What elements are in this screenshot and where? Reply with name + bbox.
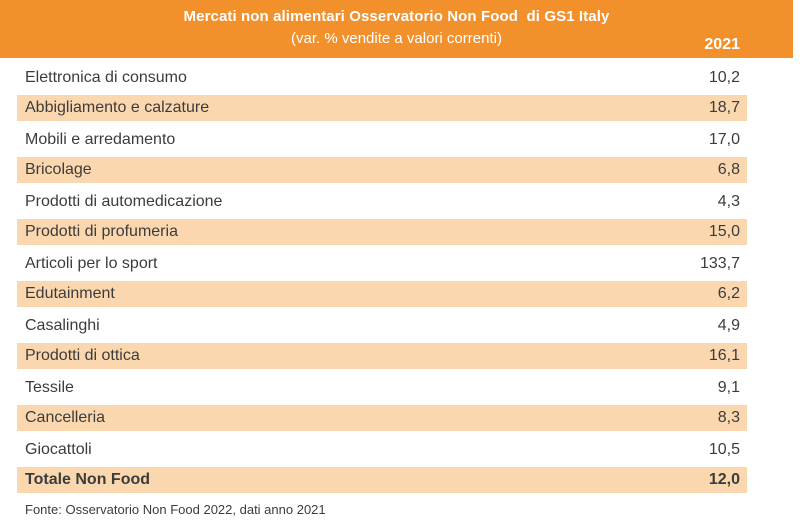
row-value: 9,1 [717, 378, 740, 396]
table-row: Edutainment 6,2 [17, 279, 747, 310]
table-row: Abbigliamento e calzature 18,7 [17, 93, 747, 124]
row-value: 15,0 [708, 223, 740, 240]
row-value: 6,2 [717, 285, 740, 302]
row-value: 4,3 [717, 192, 740, 210]
row-value: 18,7 [708, 99, 740, 116]
year-column-header: 2021 [704, 36, 740, 53]
table-body: Elettronica di consumo 10,2 Abbigliament… [17, 62, 747, 496]
table-subtitle: (var. % vendite a valori correnti) [291, 30, 502, 47]
table-row: Mobili e arredamento 17,0 [17, 124, 747, 155]
total-row-value: 12,0 [708, 471, 740, 488]
row-value: 8,3 [717, 409, 740, 426]
row-label: Casalinghi [25, 316, 100, 334]
row-value: 133,7 [699, 254, 740, 272]
row-label: Abbigliamento e calzature [25, 99, 210, 116]
row-label: Giocattoli [25, 440, 92, 458]
row-value: 17,0 [708, 130, 740, 148]
table-header-banner: Mercati non alimentari Osservatorio Non … [0, 0, 793, 58]
table-row: Cancelleria 8,3 [17, 403, 747, 434]
row-label: Edutainment [25, 285, 115, 302]
row-value: 10,5 [708, 440, 740, 458]
table-row: Prodotti di profumeria 15,0 [17, 217, 747, 248]
table-row: Elettronica di consumo 10,2 [17, 62, 747, 93]
row-label: Prodotti di automedicazione [25, 192, 223, 210]
total-row-label: Totale Non Food [25, 471, 151, 488]
row-label: Bricolage [25, 161, 92, 178]
row-value: 16,1 [708, 347, 740, 364]
row-label: Tessile [25, 378, 74, 396]
row-label: Mobili e arredamento [25, 130, 176, 148]
row-label: Prodotti di profumeria [25, 223, 178, 240]
row-value: 6,8 [717, 161, 740, 178]
row-value: 10,2 [708, 68, 740, 86]
row-label: Articoli per lo sport [25, 254, 158, 272]
table-row: Tessile 9,1 [17, 372, 747, 403]
table-row: Giocattoli 10,5 [17, 434, 747, 465]
table-title: Mercati non alimentari Osservatorio Non … [183, 8, 610, 25]
table-row: Prodotti di ottica 16,1 [17, 341, 747, 372]
table-row: Prodotti di automedicazione 4,3 [17, 186, 747, 217]
source-note: Fonte: Osservatorio Non Food 2022, dati … [25, 502, 326, 517]
row-label: Elettronica di consumo [25, 68, 187, 86]
row-label: Cancelleria [25, 409, 106, 426]
table-row: Articoli per lo sport 133,7 [17, 248, 747, 279]
table-row: Casalinghi 4,9 [17, 310, 747, 341]
row-value: 4,9 [717, 316, 740, 334]
row-label: Prodotti di ottica [25, 347, 140, 364]
total-row: Totale Non Food 12,0 [17, 465, 747, 496]
table-row: Bricolage 6,8 [17, 155, 747, 186]
